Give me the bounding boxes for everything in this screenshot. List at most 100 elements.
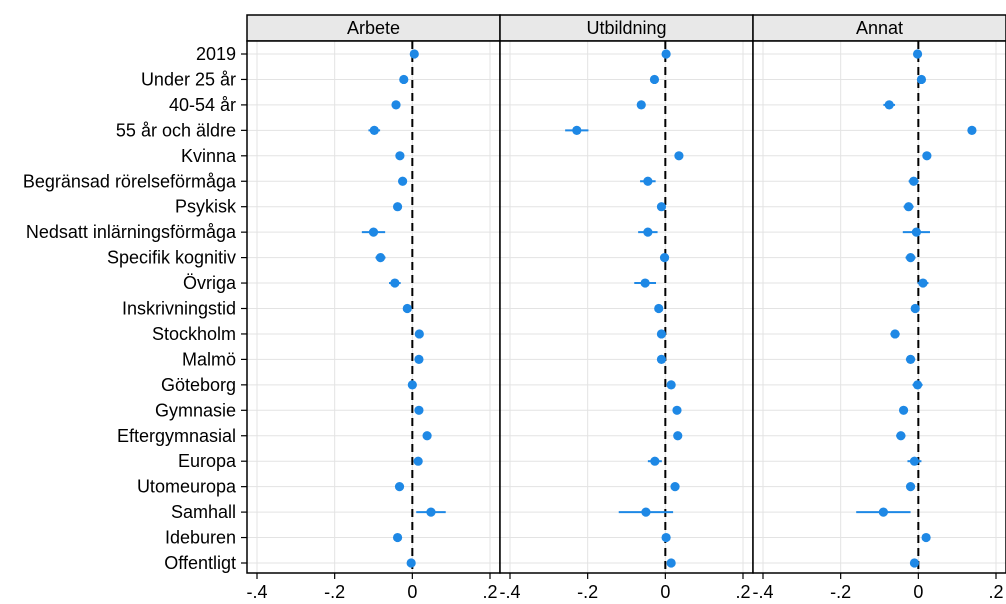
point-estimate [912, 49, 923, 59]
category-label: 40-54 år [169, 95, 236, 115]
point-estimate [656, 329, 667, 339]
point-estimate [407, 380, 417, 390]
point-estimate [409, 49, 419, 59]
point-estimate [922, 151, 932, 161]
category-label: 55 år och äldre [116, 120, 236, 140]
point-estimate [414, 405, 424, 415]
x-tick-label: -.4 [499, 582, 520, 602]
point-estimate [426, 507, 436, 517]
x-tick-label: 0 [913, 582, 923, 602]
x-tick-label: .2 [988, 582, 1003, 602]
plot-area [753, 41, 1006, 573]
point-estimate [666, 380, 676, 390]
point-estimate [375, 253, 386, 263]
panel-annat: Annat -.4 -.2 0 .2 [752, 14, 1006, 602]
point-estimate [422, 431, 432, 441]
point-estimate [905, 253, 916, 263]
category-label: Under 25 år [141, 69, 236, 89]
plot-area [500, 41, 753, 573]
point-estimate [640, 278, 650, 288]
category-label: Nedsatt inlärningsförmåga [26, 222, 237, 242]
point-estimate [909, 456, 920, 466]
point-estimate [392, 202, 403, 212]
category-label: Stockholm [152, 324, 236, 344]
point-estimate [909, 558, 920, 568]
point-estimate [666, 558, 676, 568]
point-estimate [406, 558, 416, 568]
panel-header [246, 14, 501, 42]
point-estimate [656, 202, 667, 212]
point-estimate [572, 125, 582, 135]
point-estimate [967, 125, 977, 135]
point-estimate [659, 253, 670, 263]
point-estimate [905, 482, 916, 492]
point-estimate [636, 100, 646, 110]
point-estimate [661, 49, 671, 59]
point-estimate [656, 354, 667, 364]
point-estimate [390, 278, 400, 288]
panel-header [752, 14, 1006, 42]
point-estimate [674, 151, 684, 161]
point-estimate [898, 405, 909, 415]
point-estimate [661, 532, 671, 543]
point-estimate [910, 303, 920, 314]
category-label: Eftergymnasial [117, 426, 236, 446]
point-estimate [641, 507, 651, 517]
point-estimate [395, 151, 405, 161]
x-tick-label: 0 [660, 582, 670, 602]
panel-title: Arbete [347, 18, 400, 38]
category-label: Utomeuropa [137, 477, 237, 497]
category-label: Specifik kognitiv [107, 248, 236, 268]
x-tick-label: -.4 [752, 582, 773, 602]
x-tick-label: -.2 [577, 582, 598, 602]
category-label: Gymnasie [155, 400, 236, 420]
panel-header [499, 14, 754, 42]
point-estimate [392, 532, 403, 543]
point-estimate [413, 456, 423, 466]
panel-arbete: Arbete -.4 -.2 0 .2 [246, 14, 501, 602]
point-estimate [414, 354, 424, 364]
point-estimate [369, 125, 379, 135]
point-estimate [650, 456, 660, 466]
x-tick-label: -.2 [830, 582, 851, 602]
point-estimate [368, 227, 379, 237]
category-label: Europa [178, 451, 237, 471]
panel-border [752, 40, 1006, 574]
point-estimate [394, 482, 405, 492]
point-estimate [878, 507, 888, 517]
point-estimate [654, 303, 664, 314]
category-label: 2019 [196, 44, 236, 64]
panel-title: Annat [856, 18, 903, 38]
category-label: Inskrivningstid [122, 299, 236, 319]
x-tick-label: .2 [482, 582, 497, 602]
x-tick-label: -.4 [246, 582, 267, 602]
category-label: Psykisk [175, 197, 237, 217]
category-label: Begränsad rörelseförmåga [23, 171, 237, 191]
category-label: Malmö [182, 349, 236, 369]
point-estimate [643, 176, 653, 186]
point-estimate [399, 74, 409, 85]
panel-utbildning: Utbildning -.4 -.2 0 .2 [499, 14, 754, 602]
x-tick-label: -.2 [324, 582, 345, 602]
point-estimate [414, 329, 424, 339]
point-estimate [904, 202, 914, 212]
category-label: Kvinna [181, 146, 237, 166]
point-estimate [391, 100, 401, 110]
point-estimate [918, 278, 928, 288]
point-estimate [912, 380, 923, 390]
category-label: Göteborg [161, 375, 236, 395]
point-estimate [670, 482, 680, 492]
category-label: Övriga [183, 273, 237, 293]
point-estimate [896, 431, 906, 441]
category-label: Offentligt [164, 553, 236, 573]
x-tick-label: .2 [735, 582, 750, 602]
point-estimate [398, 176, 408, 186]
category-label: Ideburen [165, 528, 236, 548]
point-estimate [911, 227, 921, 237]
category-label: Samhall [171, 502, 236, 522]
point-estimate [672, 405, 682, 415]
x-tick-label: 0 [407, 582, 417, 602]
point-estimate [643, 227, 653, 237]
point-estimate [921, 532, 931, 543]
